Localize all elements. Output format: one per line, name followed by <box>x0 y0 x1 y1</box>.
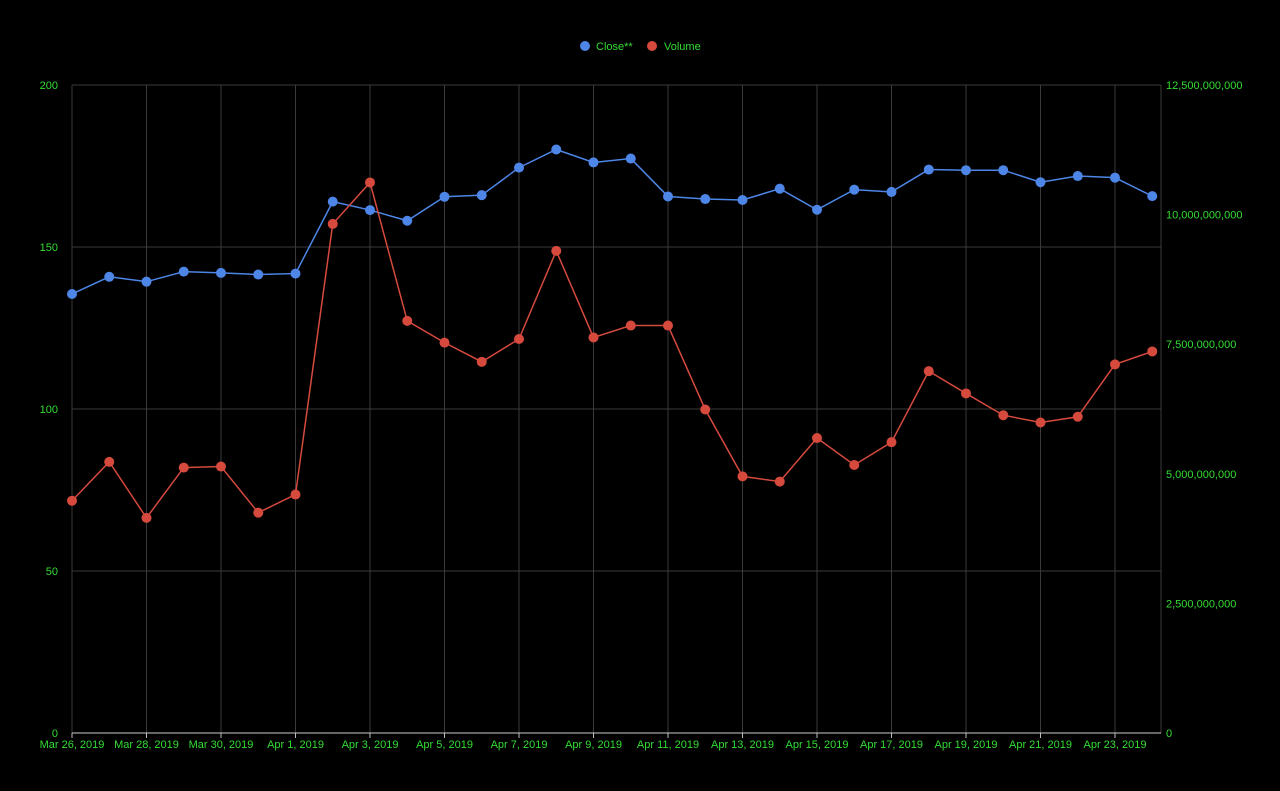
x-tick-label: Mar 26, 2019 <box>40 739 105 751</box>
data-point-close <box>886 186 897 197</box>
data-point-volume <box>514 334 524 345</box>
data-point-close <box>365 205 375 216</box>
y-left-tick-label: 200 <box>40 80 58 92</box>
data-point-volume <box>1147 346 1158 357</box>
x-tick-label: Apr 1, 2019 <box>267 739 324 751</box>
data-point-volume <box>1035 417 1046 428</box>
data-point-volume <box>812 433 822 444</box>
x-tick-label: Apr 13, 2019 <box>711 739 774 751</box>
data-point-volume <box>327 218 338 229</box>
data-point-close <box>476 190 487 201</box>
x-tick-label: Apr 7, 2019 <box>491 739 548 751</box>
y-right-tick-label: 0 <box>1166 728 1172 740</box>
data-point-volume <box>625 320 636 331</box>
x-tick-label: Apr 15, 2019 <box>786 739 849 751</box>
series-line-volume <box>71 180 1153 520</box>
data-point-close <box>812 204 822 215</box>
data-point-volume <box>216 461 226 472</box>
data-point-close <box>216 267 226 278</box>
y-axis-right: 0 2,500,000,000 5,000,000,000 7,500,000,000… <box>1166 80 1242 740</box>
data-point-volume <box>588 332 599 343</box>
data-point-volume <box>402 315 413 326</box>
data-point-volume <box>365 177 375 188</box>
series-layer <box>67 144 1158 523</box>
data-point-volume <box>104 456 115 467</box>
data-point-close <box>923 164 934 175</box>
data-point-close <box>67 288 77 299</box>
data-point-volume <box>551 245 562 256</box>
y-axis-left: 0 50 100 150 200 <box>40 80 58 740</box>
data-point-close <box>1110 172 1120 183</box>
data-point-close <box>402 215 413 226</box>
data-point-close <box>1147 191 1158 202</box>
data-point-volume <box>998 410 1009 421</box>
data-point-close <box>514 162 524 173</box>
data-point-volume <box>663 320 673 331</box>
x-axis: Mar 26, 2019 Mar 28, 2019 Mar 30, 2019 Apr … <box>40 732 1161 751</box>
data-point-volume <box>774 476 785 487</box>
x-tick-label: Apr 21, 2019 <box>1009 739 1072 751</box>
data-point-volume <box>290 489 301 500</box>
y-right-tick-label: 2,500,000,000 <box>1166 598 1236 610</box>
data-point-volume <box>67 495 77 506</box>
data-point-close <box>1035 177 1046 188</box>
x-tick-label: Apr 11, 2019 <box>637 739 699 751</box>
data-point-close <box>998 165 1009 176</box>
data-point-close <box>104 271 115 282</box>
y-left-tick-label: 150 <box>40 242 58 254</box>
data-point-close <box>737 195 748 206</box>
data-point-close <box>961 165 971 176</box>
data-point-volume <box>141 512 152 523</box>
x-tick-label: Apr 9, 2019 <box>565 739 622 751</box>
x-tick-label: Apr 23, 2019 <box>1084 739 1147 751</box>
y-right-tick-label: 7,500,000,000 <box>1166 339 1236 351</box>
x-tick-label: Apr 5, 2019 <box>416 739 473 751</box>
grid-lines <box>71 84 1162 733</box>
data-point-close <box>141 276 152 287</box>
data-point-volume <box>849 459 860 470</box>
y-left-tick-label: 0 <box>52 728 58 740</box>
y-right-tick-label: 10,000,000,000 <box>1166 210 1242 222</box>
data-point-volume <box>1110 359 1120 370</box>
data-point-volume <box>1072 411 1083 422</box>
data-point-close <box>663 191 673 202</box>
data-point-volume <box>700 404 711 415</box>
data-point-volume <box>439 337 450 348</box>
data-point-close <box>774 183 785 194</box>
legend: Close** Volume <box>580 41 701 53</box>
y-right-tick-label: 12,500,000,000 <box>1166 80 1242 92</box>
data-point-close <box>700 194 711 205</box>
data-point-close <box>625 153 636 164</box>
data-point-volume <box>178 462 189 473</box>
data-point-close <box>1072 171 1083 182</box>
y-left-tick-label: 50 <box>46 566 58 578</box>
legend-marker-close[interactable] <box>580 41 590 51</box>
data-point-volume <box>923 366 934 377</box>
data-point-volume <box>886 437 897 448</box>
x-tick-label: Apr 19, 2019 <box>935 739 998 751</box>
data-point-volume <box>253 507 264 518</box>
data-point-close <box>327 196 338 207</box>
legend-label-close[interactable]: Close** <box>596 41 633 53</box>
y-right-tick-label: 5,000,000,000 <box>1166 469 1236 481</box>
data-point-close <box>551 144 562 155</box>
data-point-volume <box>961 388 971 399</box>
series-line-close <box>71 148 1153 295</box>
data-point-close <box>290 268 301 279</box>
data-point-volume <box>737 471 748 482</box>
data-point-volume <box>476 356 487 367</box>
x-tick-label: Mar 30, 2019 <box>189 739 254 751</box>
x-tick-label: Mar 28, 2019 <box>114 739 179 751</box>
data-point-close <box>253 269 264 280</box>
data-point-close <box>178 266 189 277</box>
x-tick-label: Apr 3, 2019 <box>342 739 399 751</box>
y-left-tick-label: 100 <box>40 404 58 416</box>
data-point-close <box>439 191 450 202</box>
legend-label-volume[interactable]: Volume <box>664 41 701 53</box>
x-tick-label: Apr 17, 2019 <box>860 739 923 751</box>
data-point-close <box>588 157 599 168</box>
legend-marker-volume[interactable] <box>647 41 657 51</box>
data-point-close <box>849 184 860 195</box>
